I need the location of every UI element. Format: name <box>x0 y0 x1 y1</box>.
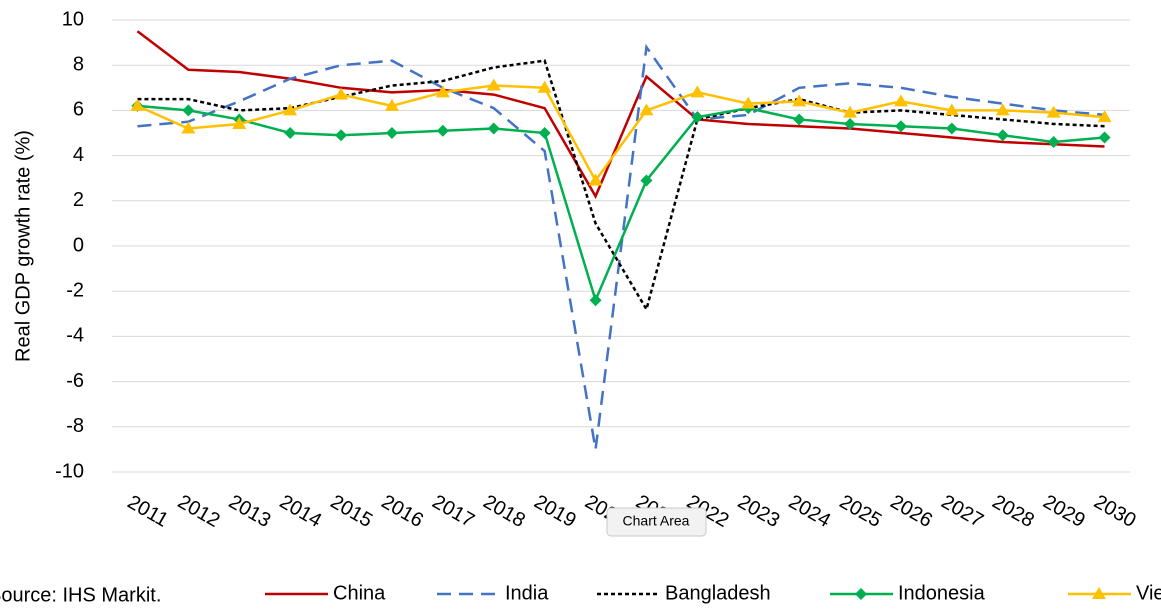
marker <box>690 85 705 98</box>
series <box>131 99 1111 307</box>
y-tick-label: 0 <box>73 234 84 256</box>
marker <box>1092 587 1106 599</box>
y-tick-label: 6 <box>73 99 84 121</box>
marker <box>1098 131 1111 144</box>
marker <box>843 105 858 118</box>
x-tick-label: 2014 <box>276 491 326 532</box>
x-tick-label: 2026 <box>887 491 937 532</box>
y-tick-label: -8 <box>66 415 84 437</box>
marker <box>589 294 602 307</box>
x-tick-label: 2025 <box>836 491 886 532</box>
marker <box>996 129 1009 142</box>
x-tick-label: 2027 <box>937 491 987 532</box>
marker <box>944 103 959 116</box>
source-note: Source: IHS Markit. <box>0 584 161 606</box>
marker <box>435 85 450 98</box>
x-tick-label: 2013 <box>225 491 275 532</box>
marker <box>691 111 704 124</box>
marker <box>384 98 399 111</box>
marker <box>538 127 551 139</box>
y-axis-title: Real GDP growth rate (%) <box>12 130 34 362</box>
x-tick-label: 2018 <box>479 491 529 532</box>
marker <box>1047 136 1060 149</box>
legend-label: China <box>333 582 386 604</box>
line <box>137 43 1105 450</box>
marker <box>232 116 247 129</box>
x-tick-label: 2030 <box>1090 491 1140 532</box>
x-tick-label: 2028 <box>988 491 1038 532</box>
x-tick-label: 2023 <box>734 491 784 532</box>
marker <box>436 124 449 137</box>
marker <box>640 174 653 187</box>
x-tick-label: 2019 <box>530 491 580 532</box>
marker <box>588 173 603 186</box>
marker <box>894 120 907 133</box>
x-tick-label: 2012 <box>174 491 224 532</box>
marker <box>793 113 806 126</box>
marker <box>284 127 297 139</box>
line <box>136 84 1105 183</box>
x-tick-label: 2011 <box>124 491 172 532</box>
y-tick-label: 10 <box>62 8 84 30</box>
marker <box>335 129 348 142</box>
y-tick-label: 4 <box>73 144 84 166</box>
y-tick-label: 8 <box>73 53 84 75</box>
x-tick-label: 2024 <box>785 491 835 532</box>
marker <box>855 588 867 600</box>
line <box>137 104 1105 304</box>
marker <box>945 122 958 135</box>
marker <box>334 87 349 100</box>
series <box>136 30 1105 200</box>
marker <box>639 103 654 116</box>
legend-label: Indonesia <box>898 582 986 604</box>
line <box>136 30 1105 200</box>
legend-label: India <box>505 582 549 604</box>
y-tick-label: -10 <box>55 460 84 482</box>
marker <box>893 94 908 107</box>
legend-label: Bangladesh <box>665 582 771 604</box>
marker <box>182 104 195 117</box>
tooltip-text: Chart Area <box>623 513 690 529</box>
marker <box>792 94 807 107</box>
marker <box>844 117 857 130</box>
series <box>130 78 1112 186</box>
series <box>137 43 1105 450</box>
y-tick-label: -2 <box>66 279 84 301</box>
marker <box>995 103 1010 116</box>
x-tick-label: 2029 <box>1039 491 1089 532</box>
marker <box>283 103 298 116</box>
marker <box>487 122 500 135</box>
marker <box>486 78 501 91</box>
legend-label: Vietnam <box>1136 582 1161 604</box>
line <box>137 59 1105 313</box>
marker <box>130 98 145 111</box>
x-tick-label: 2017 <box>428 491 478 532</box>
y-tick-label: -6 <box>66 370 84 392</box>
marker <box>1046 105 1061 118</box>
tooltip-box <box>606 507 707 537</box>
y-tick-label: -4 <box>66 325 84 347</box>
marker <box>1097 110 1112 123</box>
marker <box>741 96 756 109</box>
marker <box>385 127 398 139</box>
x-tick-label: 2015 <box>327 491 377 532</box>
marker <box>181 121 196 134</box>
y-tick-label: 2 <box>73 189 84 211</box>
series <box>137 59 1105 313</box>
x-tick-label: 2016 <box>378 491 428 532</box>
marker <box>537 80 552 93</box>
